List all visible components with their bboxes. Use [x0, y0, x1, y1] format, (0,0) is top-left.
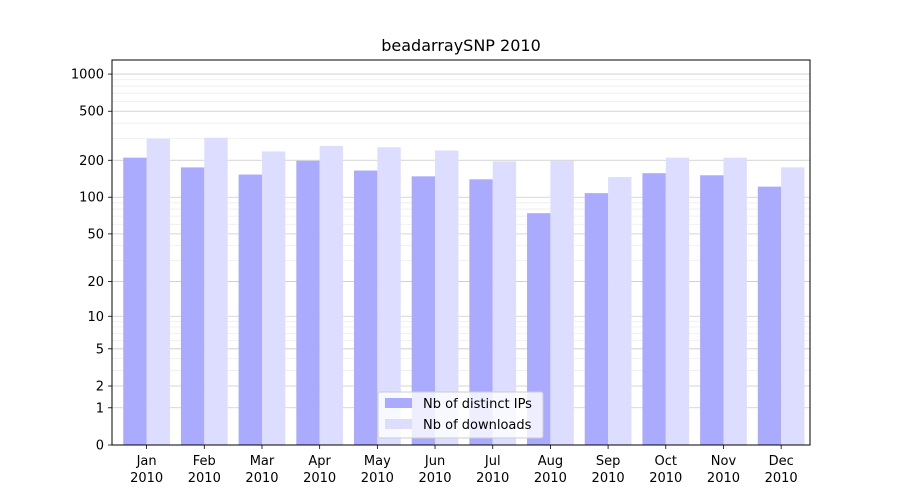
bar-downloads — [146, 138, 170, 445]
x-tick-label-year: 2010 — [476, 471, 509, 486]
x-tick-label-year: 2010 — [707, 471, 740, 486]
legend-box — [377, 391, 544, 439]
x-tick-label-year: 2010 — [765, 471, 798, 486]
y-tick-label: 2 — [96, 380, 104, 395]
x-tick-label-month: Oct — [655, 454, 677, 469]
x-tick-label-year: 2010 — [361, 471, 394, 486]
x-tick-label-year: 2010 — [130, 471, 163, 486]
bar-downloads — [608, 177, 632, 446]
bar-downloads — [435, 150, 459, 445]
bar-distinct-ips — [700, 175, 724, 445]
y-tick-label: 500 — [79, 105, 104, 120]
y-tick-label: 100 — [79, 191, 104, 206]
bar-downloads — [665, 157, 690, 445]
x-tick-label-month: Jul — [484, 454, 501, 469]
x-tick-label-month: Apr — [308, 454, 331, 469]
x-tick-label-year: 2010 — [592, 471, 625, 486]
x-tick-label-year: 2010 — [245, 471, 278, 486]
x-tick-label-month: Jun — [424, 454, 445, 469]
legend-swatch-distinct-ips — [385, 398, 412, 408]
x-tick-label-year: 2010 — [534, 471, 567, 486]
x-tick-label-month: Nov — [711, 454, 737, 469]
x-tick-label-month: Aug — [538, 454, 563, 469]
bar-distinct-ips — [180, 167, 205, 445]
axes: 0 1 2 5 10 20 50 100 200 500 1000 Jan 2010 Feb 2010 Mar… — [71, 59, 811, 486]
bar-distinct-ips — [642, 173, 666, 445]
y-tick-label: 200 — [79, 154, 104, 169]
bar-distinct-ips — [238, 174, 262, 446]
bar-downloads — [781, 167, 805, 445]
legend: Nb of distinct IPs Nb of downloads — [377, 391, 544, 439]
y-tick-label: 0 — [96, 439, 104, 454]
x-tick-label-month: May — [364, 454, 391, 469]
y-tick-label: 1 — [96, 401, 104, 416]
bar-distinct-ips — [527, 213, 551, 445]
bar-downloads — [723, 157, 747, 445]
x-tick-label-year: 2010 — [418, 471, 451, 486]
bar-distinct-ips — [353, 170, 378, 445]
y-tick-label: 1000 — [71, 68, 104, 83]
chart-title: beadarraySNP 2010 — [381, 36, 541, 55]
legend-swatch-downloads — [385, 419, 412, 429]
legend-label-distinct-ips: Nb of distinct IPs — [423, 397, 532, 412]
bar-distinct-ips — [469, 179, 493, 445]
bar-downloads — [319, 145, 344, 445]
x-tick-label-year: 2010 — [303, 471, 336, 486]
x-tick-label-month: Sep — [596, 454, 621, 469]
legend-label-downloads: Nb of downloads — [423, 418, 532, 433]
x-tick-label-month: Jan — [136, 454, 157, 469]
bars — [123, 137, 805, 446]
bar-distinct-ips — [757, 186, 782, 445]
y-tick-label: 10 — [87, 310, 104, 325]
bar-downloads — [377, 147, 401, 445]
x-tick-label-month: Dec — [769, 454, 794, 469]
bar-distinct-ips — [411, 176, 436, 445]
bar-distinct-ips — [296, 160, 320, 445]
bar-downloads — [550, 160, 574, 445]
bar-downloads — [204, 137, 228, 445]
x-tick-label-month: Feb — [193, 454, 216, 469]
bar-downloads — [492, 161, 517, 445]
y-tick-label: 20 — [87, 275, 104, 290]
y-tick-label: 5 — [96, 342, 104, 357]
bar-distinct-ips — [584, 193, 609, 445]
x-tick-label-year: 2010 — [188, 471, 221, 486]
plot-frame — [111, 59, 811, 446]
y-tick-label: 50 — [87, 227, 104, 242]
x-tick-label-month: Mar — [250, 454, 275, 469]
bar-downloads — [261, 151, 286, 446]
x-tick-label-year: 2010 — [649, 471, 682, 486]
bar-distinct-ips — [123, 157, 147, 445]
